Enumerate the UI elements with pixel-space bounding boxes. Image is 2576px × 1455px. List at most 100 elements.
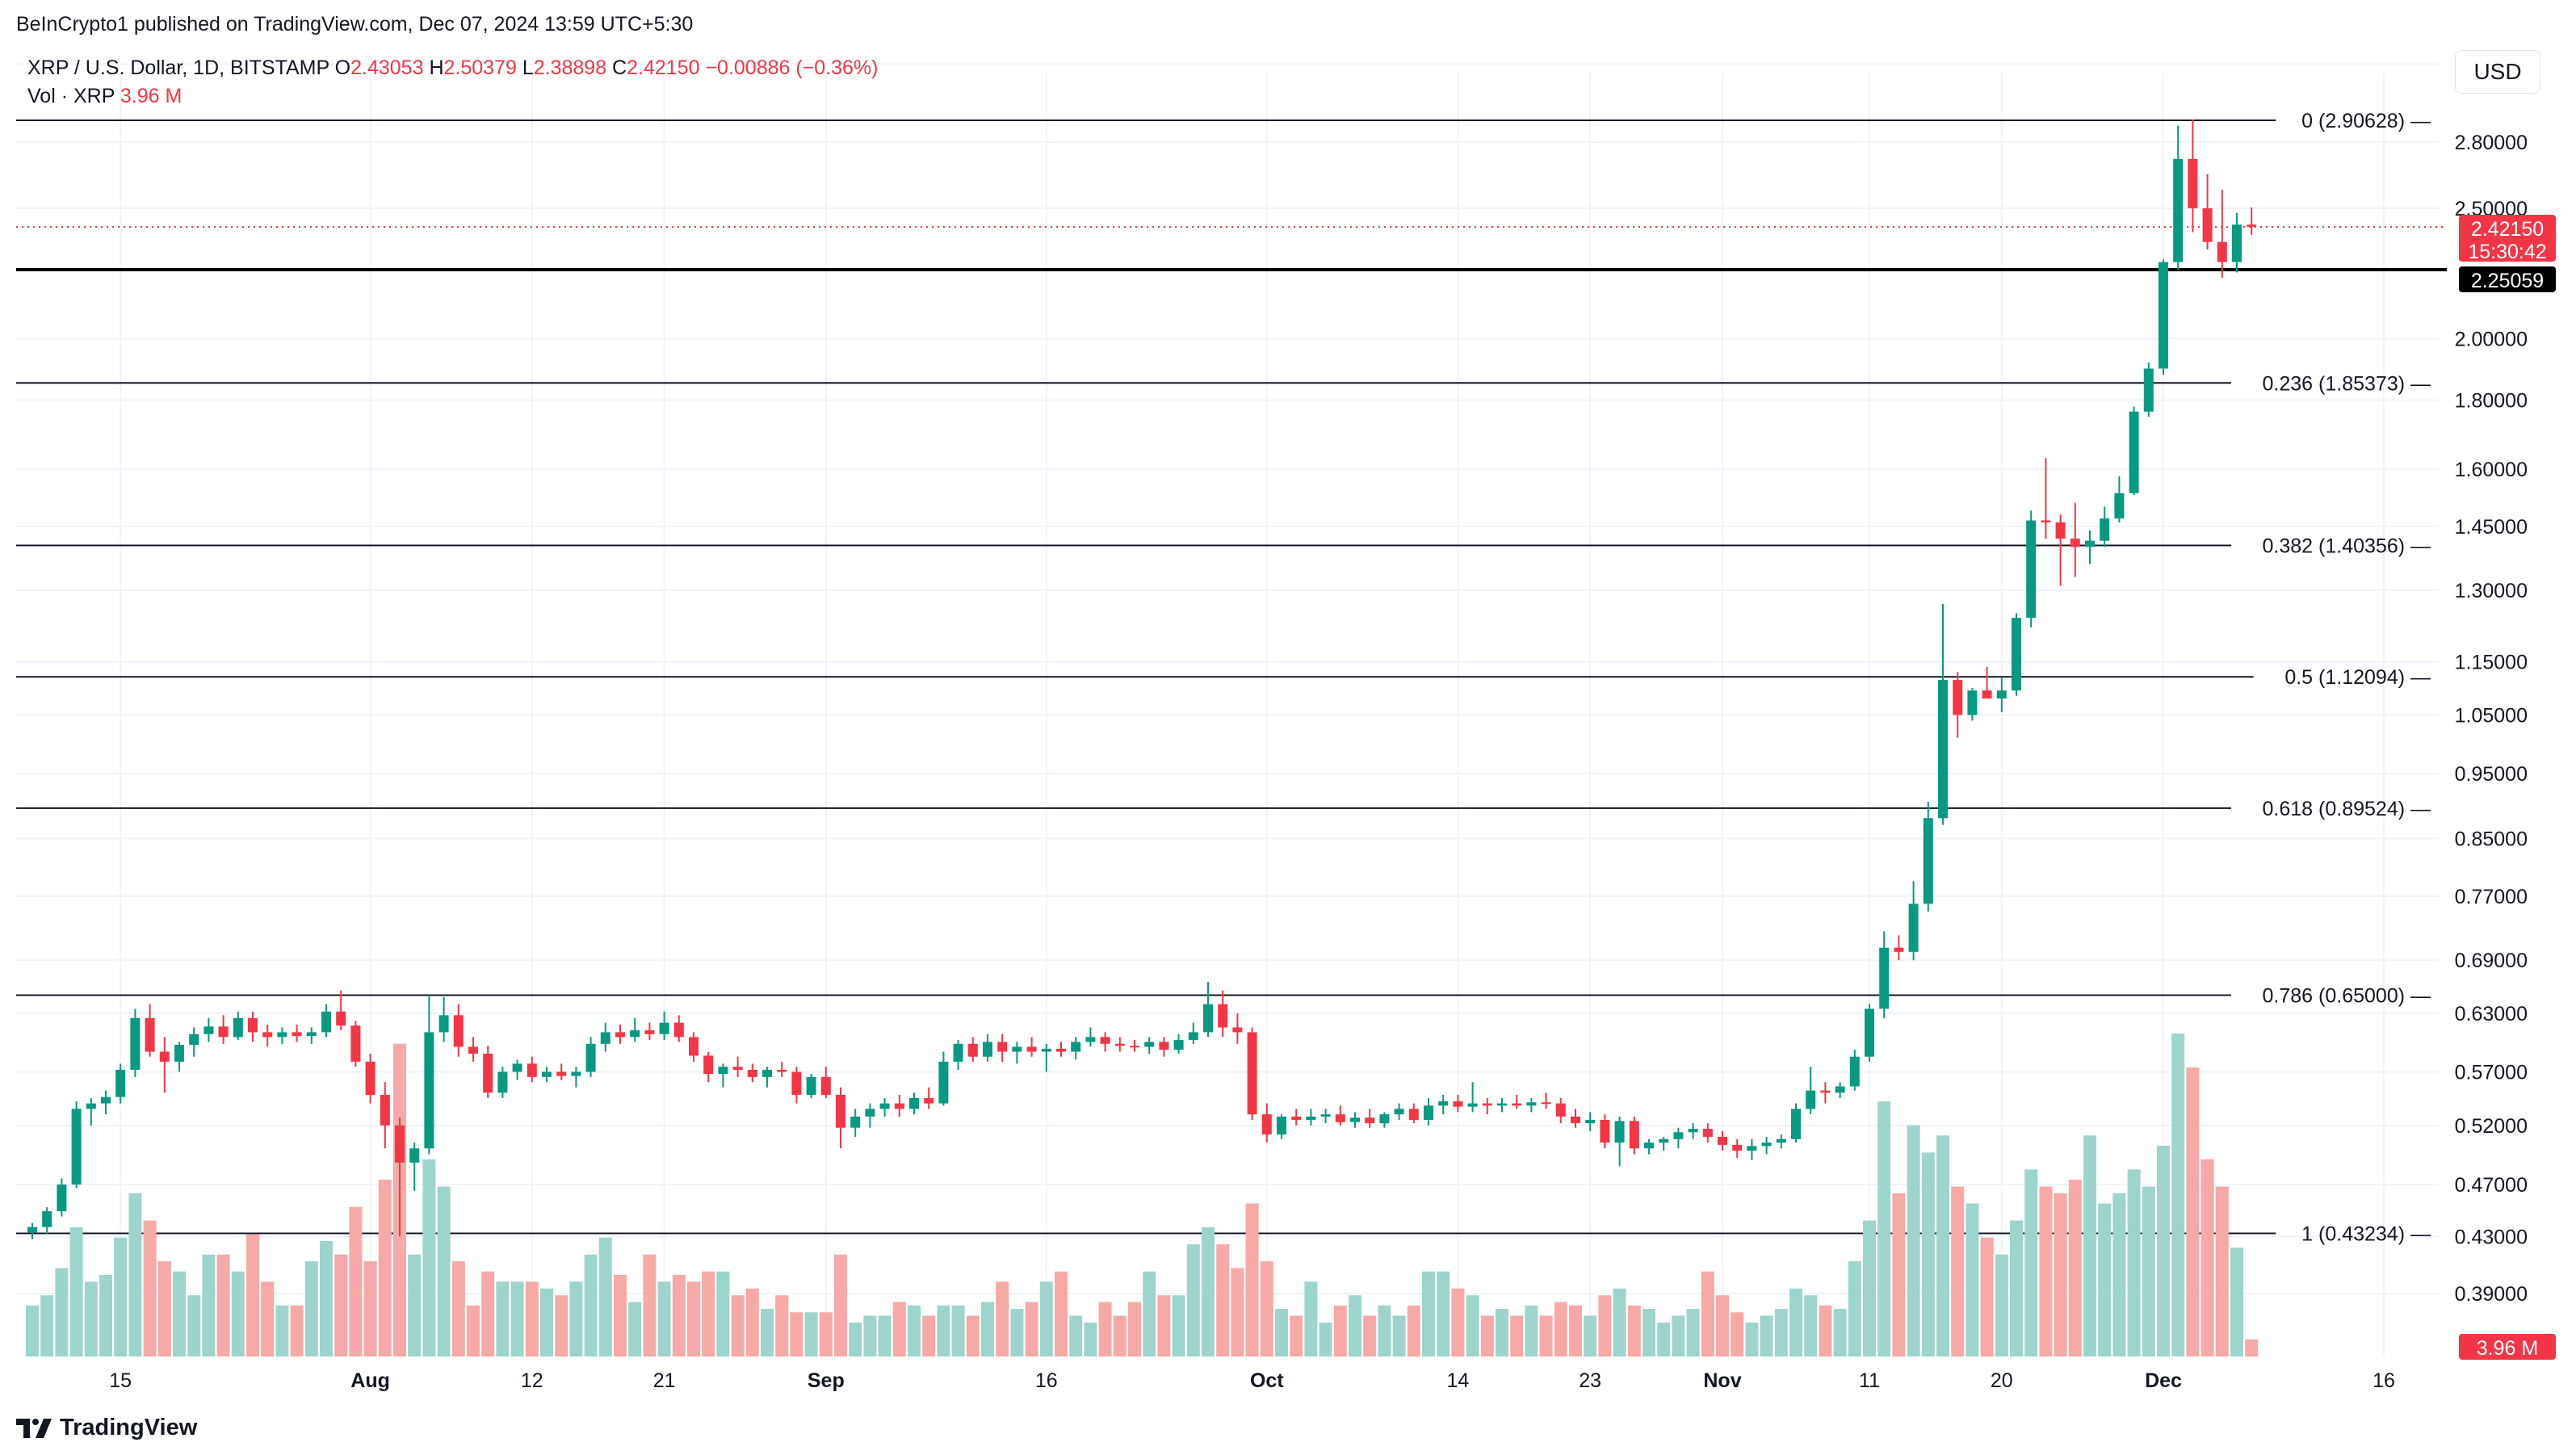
candle-body bbox=[483, 1053, 493, 1093]
candle-body bbox=[1159, 1042, 1169, 1050]
candle-body bbox=[115, 1069, 126, 1097]
candle-body bbox=[453, 1015, 464, 1047]
fib-level-label: 0.618 (0.89524) — bbox=[2263, 798, 2431, 820]
candle-body bbox=[1894, 947, 1904, 952]
candle-body bbox=[2129, 411, 2139, 493]
candle-body bbox=[1232, 1027, 1243, 1033]
candle-body bbox=[380, 1094, 390, 1126]
volume-bar bbox=[1848, 1261, 1861, 1356]
candle-body bbox=[1130, 1046, 1139, 1048]
volume-bar bbox=[2039, 1186, 2053, 1356]
volume-bar bbox=[892, 1302, 906, 1356]
x-tick-label: 15 bbox=[109, 1369, 132, 1392]
volume-bar bbox=[1789, 1288, 1802, 1356]
candle-body bbox=[585, 1043, 596, 1072]
candle-body bbox=[689, 1037, 699, 1056]
volume-bar bbox=[2186, 1067, 2200, 1356]
candle-body bbox=[659, 1022, 669, 1034]
volume-bar bbox=[1157, 1295, 1171, 1356]
candle-body bbox=[1041, 1048, 1051, 1052]
candle-body bbox=[2114, 493, 2125, 519]
candle-body bbox=[438, 1015, 449, 1033]
candle-body bbox=[2188, 158, 2198, 208]
volume-bar bbox=[908, 1305, 921, 1356]
time-axis[interactable]: 15 Aug 12 21 Sep 16 Oct 14 23 Nov 11 20 Dec 16 bbox=[109, 1369, 2395, 1392]
candle-body bbox=[306, 1032, 317, 1037]
volume-bar bbox=[687, 1281, 700, 1356]
x-tick-label: Nov bbox=[1703, 1369, 1741, 1392]
volume-bar bbox=[1643, 1309, 1655, 1356]
ohlc-c-label: C bbox=[606, 57, 627, 79]
candle-body bbox=[1732, 1144, 1743, 1151]
volume-bars bbox=[26, 1034, 2259, 1356]
volume-bar bbox=[1951, 1186, 1965, 1356]
x-tick-label: 11 bbox=[1859, 1369, 1880, 1392]
volume-badge bbox=[2459, 1334, 2556, 1360]
volume-bar bbox=[878, 1315, 892, 1356]
candle-body bbox=[1453, 1101, 1463, 1107]
volume-legend: Vol · XRP 3.96 M bbox=[27, 85, 182, 108]
tradingview-brand[interactable]: TradingView bbox=[16, 1415, 197, 1441]
volume-bar bbox=[996, 1281, 1009, 1356]
candle-body bbox=[1071, 1042, 1081, 1052]
volume-bar bbox=[937, 1305, 950, 1356]
candle-body bbox=[2173, 158, 2184, 262]
volume-bar bbox=[173, 1271, 186, 1356]
candle-body bbox=[1718, 1136, 1727, 1145]
candle-body bbox=[1747, 1146, 1757, 1151]
volume-bar bbox=[2068, 1180, 2082, 1356]
candle-body bbox=[1247, 1032, 1257, 1115]
volume-bar bbox=[2245, 1339, 2259, 1356]
volume-bar bbox=[2142, 1186, 2155, 1356]
volume-bar bbox=[1480, 1315, 1494, 1356]
candle-body bbox=[1673, 1132, 1684, 1139]
candle-body bbox=[1056, 1048, 1066, 1052]
candle-body bbox=[571, 1071, 581, 1076]
tradingview-logo-icon bbox=[16, 1418, 52, 1438]
candle-body bbox=[497, 1071, 508, 1093]
volume-bar bbox=[1525, 1305, 1538, 1356]
volume-bar bbox=[1877, 1101, 1891, 1356]
volume-bar bbox=[1980, 1237, 1994, 1356]
candle-body bbox=[983, 1042, 992, 1057]
candle-body bbox=[1291, 1116, 1302, 1120]
last-price-badge-text: 15:30:42 bbox=[2468, 241, 2546, 263]
ohlc-o-label: O bbox=[334, 57, 351, 79]
candle-body bbox=[1335, 1114, 1345, 1122]
x-tick-label: 21 bbox=[653, 1369, 676, 1392]
candle-body bbox=[321, 1011, 331, 1033]
volume-bar bbox=[1627, 1305, 1641, 1356]
currency-button[interactable]: USD bbox=[2455, 50, 2540, 94]
volume-bar bbox=[2127, 1169, 2141, 1356]
candle-body bbox=[1555, 1103, 1566, 1117]
volume-bar bbox=[1422, 1271, 1435, 1356]
volume-bar bbox=[1260, 1261, 1273, 1356]
price-axis[interactable]: 3.200002.800002.500002.000001.800001.600… bbox=[2455, 53, 2528, 1306]
volume-bar bbox=[1613, 1288, 1626, 1356]
candle-body bbox=[1012, 1046, 1022, 1052]
candle-body bbox=[718, 1067, 728, 1075]
candle-body bbox=[395, 1125, 405, 1163]
last-price-badge-text: 2.42150 bbox=[2471, 218, 2544, 241]
volume-bar bbox=[1921, 1152, 1935, 1356]
volume-bar bbox=[643, 1254, 657, 1356]
candle-body bbox=[527, 1063, 537, 1077]
volume-bar bbox=[363, 1261, 377, 1356]
candle-body bbox=[1806, 1090, 1816, 1109]
y-tick-label: 0.47000 bbox=[2455, 1174, 2528, 1197]
ohlc-values: O2.43053 H2.50379 L2.38898 C2.42150 bbox=[335, 57, 706, 79]
candle-body bbox=[1026, 1046, 1037, 1052]
volume-bar bbox=[378, 1180, 392, 1356]
candle-body bbox=[1424, 1105, 1433, 1120]
candle-body bbox=[909, 1097, 919, 1109]
volume-bar bbox=[1304, 1281, 1318, 1356]
volume-bar bbox=[1245, 1203, 1259, 1356]
candle-body bbox=[189, 1034, 199, 1045]
y-tick-label: 1.15000 bbox=[2455, 652, 2528, 674]
y-tick-label: 1.30000 bbox=[2455, 580, 2528, 602]
volume-bar bbox=[1701, 1271, 1714, 1356]
fib-level-label: 0 (2.90628) — bbox=[2301, 110, 2431, 132]
candle-body bbox=[42, 1211, 52, 1227]
